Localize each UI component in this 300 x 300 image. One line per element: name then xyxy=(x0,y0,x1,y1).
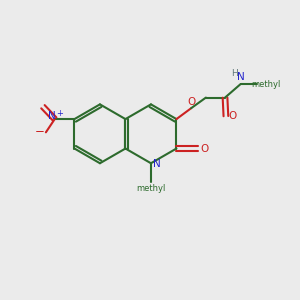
Text: N: N xyxy=(237,72,245,82)
Text: +: + xyxy=(56,109,63,118)
Text: −: − xyxy=(34,125,44,138)
Text: O: O xyxy=(200,143,208,154)
Text: H: H xyxy=(231,69,238,78)
Text: methyl: methyl xyxy=(136,184,166,194)
Text: N: N xyxy=(49,110,56,121)
Text: N: N xyxy=(153,159,161,169)
Text: O: O xyxy=(228,111,236,121)
Text: O: O xyxy=(188,97,196,107)
Text: methyl: methyl xyxy=(251,80,280,88)
